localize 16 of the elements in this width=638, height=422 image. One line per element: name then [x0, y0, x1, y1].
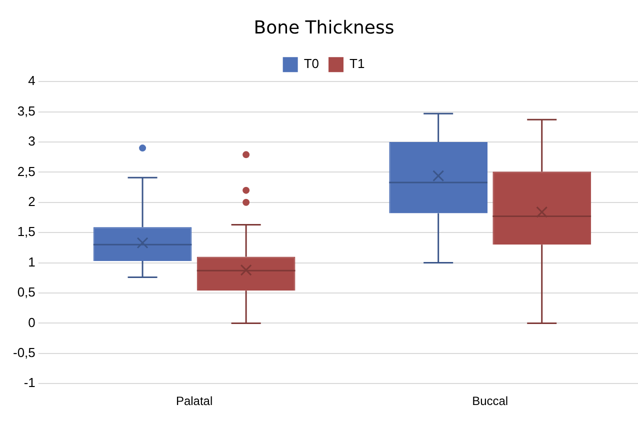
y-tick-label: 1 — [28, 254, 36, 270]
y-tick-label: 3 — [28, 134, 36, 149]
chart-title: Bone Thickness — [254, 17, 394, 38]
y-tick-label: 2 — [28, 194, 36, 209]
y-tick-label: 1,5 — [17, 224, 36, 240]
legend-label: T0 — [304, 56, 319, 72]
y-tick-label: 4 — [28, 73, 36, 88]
y-tick-label: 0,5 — [17, 284, 36, 300]
y-tick-label: -0,5 — [12, 344, 36, 360]
legend-label: T1 — [350, 56, 365, 72]
y-tick-label: -1 — [24, 375, 36, 390]
x-tick-label: Buccal — [472, 394, 508, 408]
x-tick-label: Palatal — [176, 394, 213, 408]
y-tick-label: 0 — [28, 314, 36, 330]
y-tick-label: 3,5 — [17, 103, 36, 118]
y-tick-label: 2,5 — [17, 164, 36, 179]
